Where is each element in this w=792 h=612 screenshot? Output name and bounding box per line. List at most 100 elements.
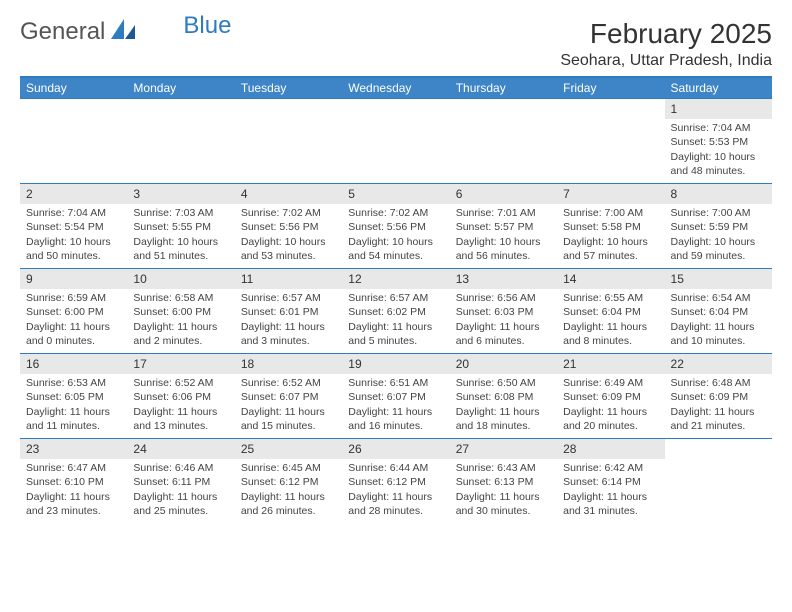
day-cell: 5Sunrise: 7:02 AMSunset: 5:56 PMDaylight… <box>342 184 449 268</box>
sunset-text: Sunset: 6:14 PM <box>563 475 658 489</box>
day-cell: 15Sunrise: 6:54 AMSunset: 6:04 PMDayligh… <box>665 269 772 353</box>
day-number: 3 <box>127 184 234 204</box>
sunset-text: Sunset: 6:12 PM <box>348 475 443 489</box>
sunrise-text: Sunrise: 6:52 AM <box>241 376 336 390</box>
day-number: 12 <box>342 269 449 289</box>
dayheader: Wednesday <box>342 78 449 98</box>
daylight-text: Daylight: 10 hours and 48 minutes. <box>671 150 766 178</box>
day-detail: Sunrise: 6:54 AMSunset: 6:04 PMDaylight:… <box>665 289 772 352</box>
day-number: 11 <box>235 269 342 289</box>
day-cell: 28Sunrise: 6:42 AMSunset: 6:14 PMDayligh… <box>557 439 664 523</box>
day-cell: 1Sunrise: 7:04 AMSunset: 5:53 PMDaylight… <box>665 99 772 183</box>
day-detail: Sunrise: 6:57 AMSunset: 6:02 PMDaylight:… <box>342 289 449 352</box>
sunrise-text: Sunrise: 6:59 AM <box>26 291 121 305</box>
day-number: 18 <box>235 354 342 374</box>
daylight-text: Daylight: 11 hours and 8 minutes. <box>563 320 658 348</box>
day-number: 19 <box>342 354 449 374</box>
sunset-text: Sunset: 6:10 PM <box>26 475 121 489</box>
daylight-text: Daylight: 10 hours and 57 minutes. <box>563 235 658 263</box>
day-detail: Sunrise: 6:53 AMSunset: 6:05 PMDaylight:… <box>20 374 127 437</box>
day-cell: 13Sunrise: 6:56 AMSunset: 6:03 PMDayligh… <box>450 269 557 353</box>
sunset-text: Sunset: 6:00 PM <box>26 305 121 319</box>
sunset-text: Sunset: 5:58 PM <box>563 220 658 234</box>
sunset-text: Sunset: 5:56 PM <box>241 220 336 234</box>
day-number: 25 <box>235 439 342 459</box>
day-cell <box>342 99 449 183</box>
title-block: February 2025 Seohara, Uttar Pradesh, In… <box>560 18 772 70</box>
brand-part2: Blue <box>183 12 231 40</box>
sunset-text: Sunset: 5:55 PM <box>133 220 228 234</box>
day-detail: Sunrise: 6:50 AMSunset: 6:08 PMDaylight:… <box>450 374 557 437</box>
day-detail: Sunrise: 6:45 AMSunset: 6:12 PMDaylight:… <box>235 459 342 522</box>
daylight-text: Daylight: 11 hours and 5 minutes. <box>348 320 443 348</box>
day-detail: Sunrise: 6:42 AMSunset: 6:14 PMDaylight:… <box>557 459 664 522</box>
dayheader: Monday <box>127 78 234 98</box>
day-cell: 25Sunrise: 6:45 AMSunset: 6:12 PMDayligh… <box>235 439 342 523</box>
daylight-text: Daylight: 11 hours and 26 minutes. <box>241 490 336 518</box>
day-cell: 10Sunrise: 6:58 AMSunset: 6:00 PMDayligh… <box>127 269 234 353</box>
sunset-text: Sunset: 6:11 PM <box>133 475 228 489</box>
day-detail: Sunrise: 6:59 AMSunset: 6:00 PMDaylight:… <box>20 289 127 352</box>
day-cell: 16Sunrise: 6:53 AMSunset: 6:05 PMDayligh… <box>20 354 127 438</box>
header: General Blue February 2025 Seohara, Utta… <box>20 18 772 70</box>
day-number: 5 <box>342 184 449 204</box>
month-title: February 2025 <box>560 18 772 50</box>
day-cell: 14Sunrise: 6:55 AMSunset: 6:04 PMDayligh… <box>557 269 664 353</box>
day-cell: 26Sunrise: 6:44 AMSunset: 6:12 PMDayligh… <box>342 439 449 523</box>
sunset-text: Sunset: 6:05 PM <box>26 390 121 404</box>
sunset-text: Sunset: 6:08 PM <box>456 390 551 404</box>
sunset-text: Sunset: 6:06 PM <box>133 390 228 404</box>
sunrise-text: Sunrise: 6:53 AM <box>26 376 121 390</box>
sunset-text: Sunset: 6:04 PM <box>563 305 658 319</box>
week-row: 1Sunrise: 7:04 AMSunset: 5:53 PMDaylight… <box>20 98 772 183</box>
day-number: 4 <box>235 184 342 204</box>
day-cell: 23Sunrise: 6:47 AMSunset: 6:10 PMDayligh… <box>20 439 127 523</box>
day-number: 6 <box>450 184 557 204</box>
daylight-text: Daylight: 11 hours and 0 minutes. <box>26 320 121 348</box>
sunrise-text: Sunrise: 7:04 AM <box>671 121 766 135</box>
daylight-text: Daylight: 11 hours and 10 minutes. <box>671 320 766 348</box>
day-detail: Sunrise: 7:04 AMSunset: 5:54 PMDaylight:… <box>20 204 127 267</box>
day-cell: 8Sunrise: 7:00 AMSunset: 5:59 PMDaylight… <box>665 184 772 268</box>
sunset-text: Sunset: 6:07 PM <box>241 390 336 404</box>
sunset-text: Sunset: 6:09 PM <box>671 390 766 404</box>
week-row: 16Sunrise: 6:53 AMSunset: 6:05 PMDayligh… <box>20 353 772 438</box>
day-cell: 19Sunrise: 6:51 AMSunset: 6:07 PMDayligh… <box>342 354 449 438</box>
day-number: 26 <box>342 439 449 459</box>
day-number: 10 <box>127 269 234 289</box>
day-cell: 22Sunrise: 6:48 AMSunset: 6:09 PMDayligh… <box>665 354 772 438</box>
day-number: 16 <box>20 354 127 374</box>
day-detail: Sunrise: 7:03 AMSunset: 5:55 PMDaylight:… <box>127 204 234 267</box>
sunrise-text: Sunrise: 6:49 AM <box>563 376 658 390</box>
day-cell <box>127 99 234 183</box>
day-cell: 11Sunrise: 6:57 AMSunset: 6:01 PMDayligh… <box>235 269 342 353</box>
day-number: 2 <box>20 184 127 204</box>
day-cell: 20Sunrise: 6:50 AMSunset: 6:08 PMDayligh… <box>450 354 557 438</box>
day-number: 9 <box>20 269 127 289</box>
sunrise-text: Sunrise: 6:43 AM <box>456 461 551 475</box>
sunrise-text: Sunrise: 7:04 AM <box>26 206 121 220</box>
day-detail: Sunrise: 6:51 AMSunset: 6:07 PMDaylight:… <box>342 374 449 437</box>
sunrise-text: Sunrise: 6:51 AM <box>348 376 443 390</box>
day-cell <box>235 99 342 183</box>
sunset-text: Sunset: 6:09 PM <box>563 390 658 404</box>
sail-icon <box>111 18 137 46</box>
daylight-text: Daylight: 10 hours and 50 minutes. <box>26 235 121 263</box>
daylight-text: Daylight: 10 hours and 53 minutes. <box>241 235 336 263</box>
day-number: 22 <box>665 354 772 374</box>
brand-logo: General Blue <box>20 18 231 46</box>
day-detail: Sunrise: 6:44 AMSunset: 6:12 PMDaylight:… <box>342 459 449 522</box>
day-detail: Sunrise: 6:55 AMSunset: 6:04 PMDaylight:… <box>557 289 664 352</box>
day-detail: Sunrise: 6:48 AMSunset: 6:09 PMDaylight:… <box>665 374 772 437</box>
day-cell: 7Sunrise: 7:00 AMSunset: 5:58 PMDaylight… <box>557 184 664 268</box>
day-number: 24 <box>127 439 234 459</box>
daylight-text: Daylight: 11 hours and 20 minutes. <box>563 405 658 433</box>
sunrise-text: Sunrise: 6:58 AM <box>133 291 228 305</box>
day-cell <box>665 439 772 523</box>
day-detail: Sunrise: 7:01 AMSunset: 5:57 PMDaylight:… <box>450 204 557 267</box>
sunrise-text: Sunrise: 7:00 AM <box>671 206 766 220</box>
day-number: 13 <box>450 269 557 289</box>
sunrise-text: Sunrise: 6:48 AM <box>671 376 766 390</box>
daylight-text: Daylight: 11 hours and 11 minutes. <box>26 405 121 433</box>
day-detail: Sunrise: 6:58 AMSunset: 6:00 PMDaylight:… <box>127 289 234 352</box>
